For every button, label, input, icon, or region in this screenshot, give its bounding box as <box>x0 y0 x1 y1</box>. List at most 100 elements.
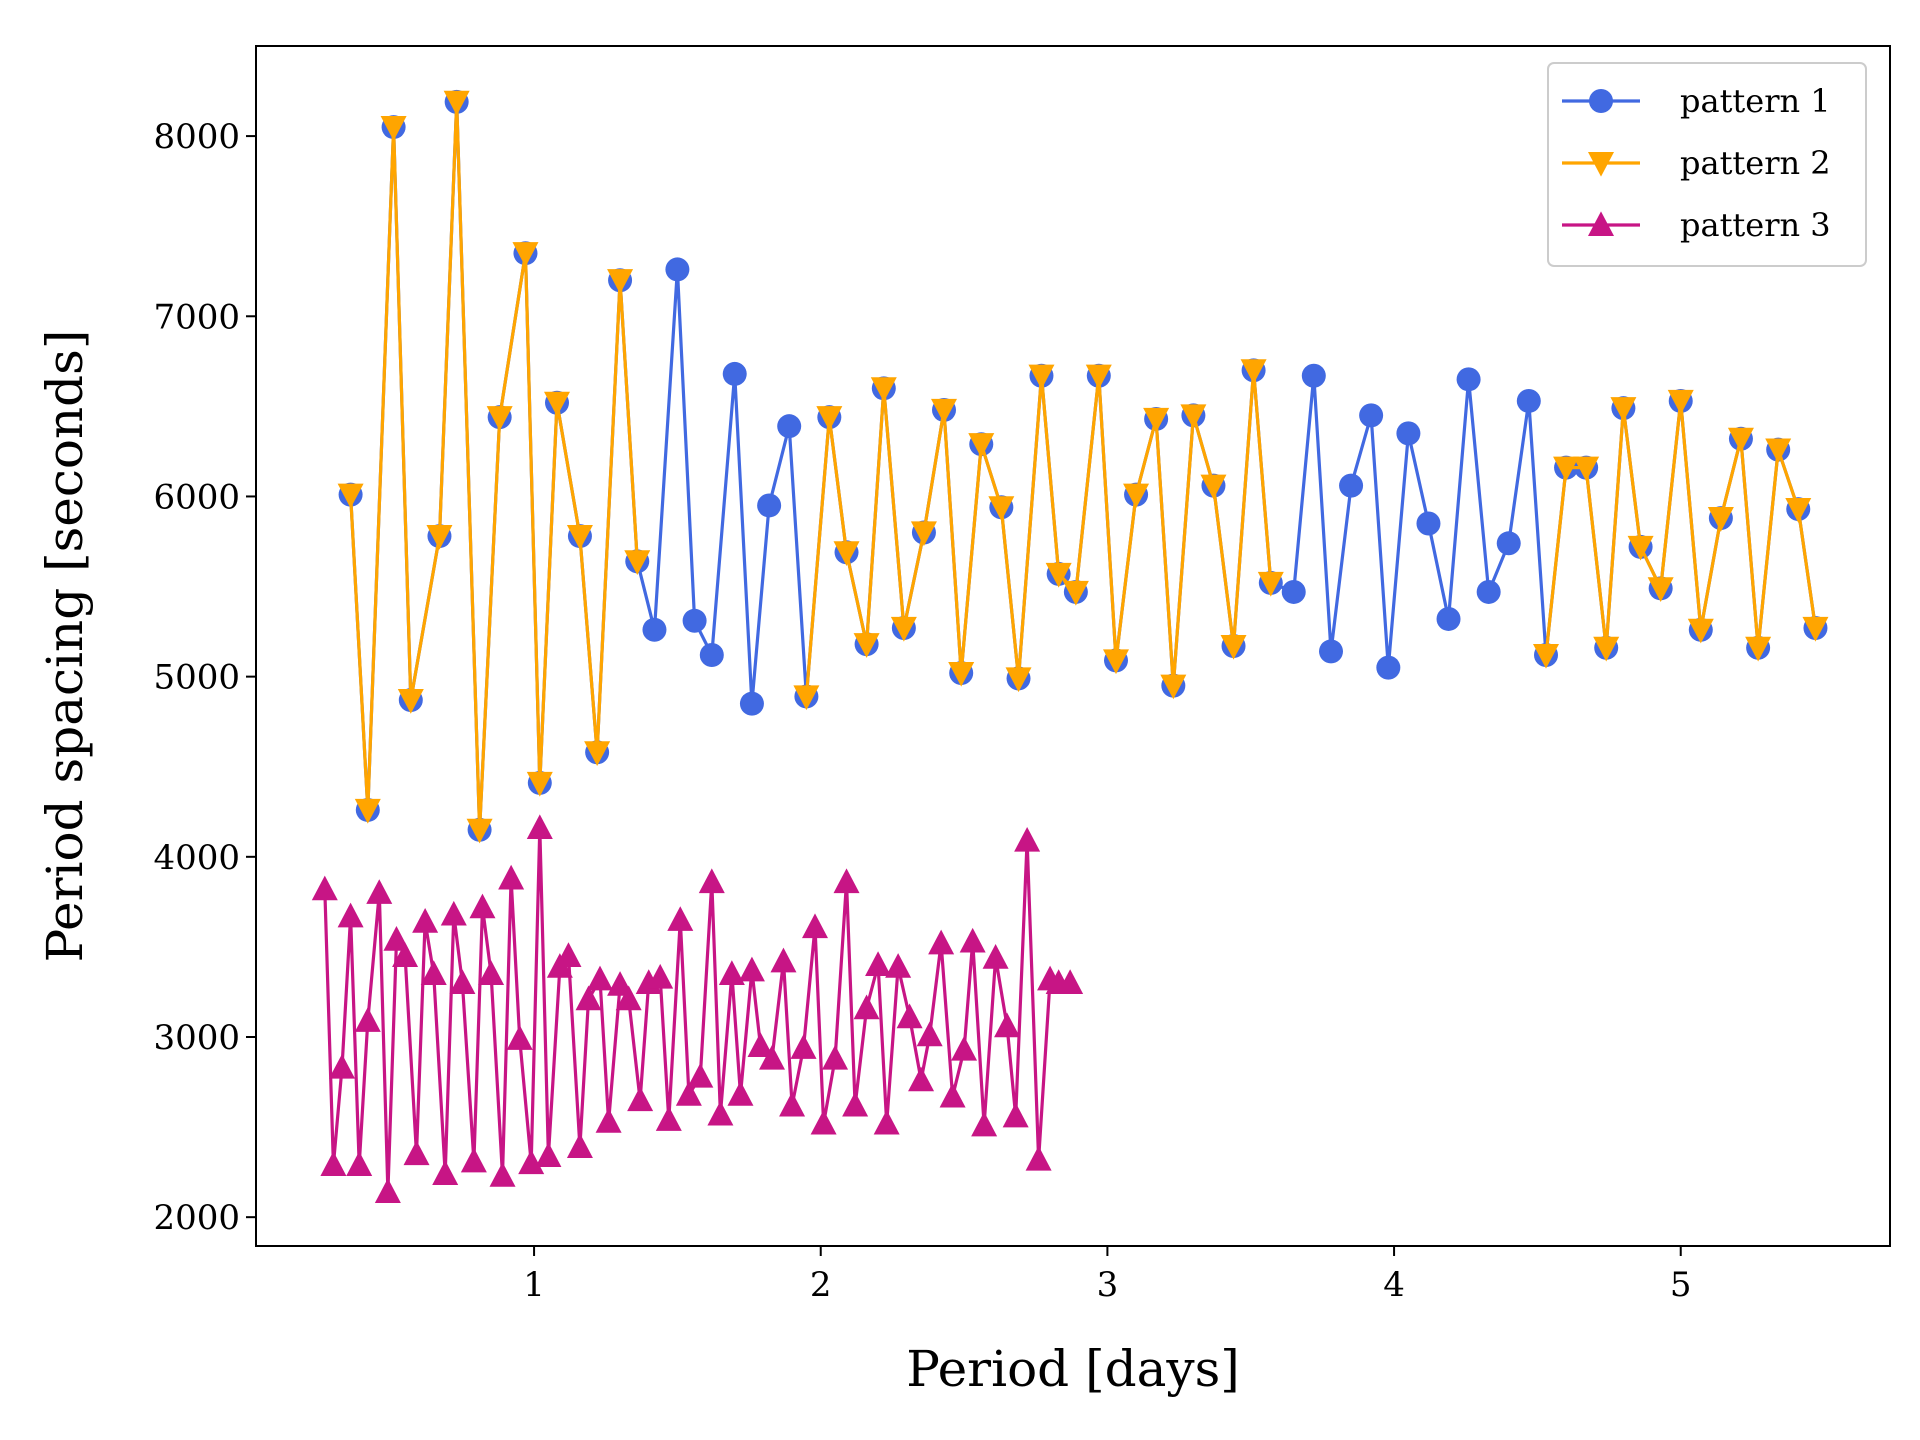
data-point <box>1319 639 1343 664</box>
data-point <box>1436 606 1461 631</box>
data-point <box>1085 364 1112 390</box>
data-point <box>1025 1145 1052 1171</box>
data-point <box>667 906 694 931</box>
data-point <box>1376 655 1401 680</box>
data-point <box>506 1025 533 1050</box>
data-point <box>908 1066 935 1092</box>
data-point <box>777 414 802 439</box>
data-point <box>865 951 892 976</box>
data-point <box>478 960 505 985</box>
data-point <box>1028 364 1055 390</box>
data-point <box>722 361 747 386</box>
data-point <box>1180 404 1207 430</box>
data-point <box>320 1151 347 1176</box>
data-point <box>526 771 553 797</box>
data-point <box>1802 616 1829 642</box>
data-point <box>885 953 912 978</box>
data-point <box>816 406 843 431</box>
y-tick-label: 7000 <box>153 297 240 337</box>
data-point <box>853 633 880 658</box>
data-point <box>928 929 955 955</box>
data-point <box>1143 407 1170 433</box>
data-point <box>1456 367 1481 392</box>
legend-box <box>1547 62 1867 267</box>
data-point <box>1687 618 1714 644</box>
data-point <box>397 689 424 714</box>
data-point <box>1667 389 1694 415</box>
data-point <box>793 685 820 711</box>
data-point <box>440 900 467 926</box>
legend-item: pattern 1 <box>1562 82 1831 120</box>
data-point <box>1727 427 1754 453</box>
data-point <box>607 269 634 294</box>
data-point <box>403 1140 430 1166</box>
data-point <box>747 1032 774 1058</box>
data-point <box>833 868 860 894</box>
y-tick-label: 2000 <box>153 1198 240 1238</box>
data-point <box>595 1108 622 1133</box>
data-point <box>489 1162 516 1187</box>
data-point <box>802 913 828 939</box>
legend-label: pattern 2 <box>1680 144 1831 182</box>
legend: pattern 1 pattern 2 pattern 3 <box>1547 62 1867 267</box>
data-point <box>354 1007 381 1032</box>
data-point <box>971 1111 998 1137</box>
x-tick-label: 5 <box>1670 1265 1692 1305</box>
data-point <box>526 814 553 840</box>
data-point <box>779 1091 806 1117</box>
data-point <box>1593 636 1620 662</box>
data-point <box>910 521 937 547</box>
data-point <box>939 1082 966 1108</box>
x-tick-label: 1 <box>523 1265 545 1305</box>
data-point <box>1057 969 1084 994</box>
data-point <box>346 1151 373 1176</box>
data-point <box>380 116 407 141</box>
data-point <box>1062 580 1089 606</box>
data-point <box>988 496 1015 521</box>
data-point <box>535 1142 562 1167</box>
data-point <box>810 1109 837 1135</box>
y-axis-label: Period spacing [seconds] <box>36 330 94 963</box>
data-point <box>1200 474 1227 500</box>
legend-marker <box>1589 89 1613 113</box>
data-point <box>354 798 381 824</box>
data-point <box>833 541 860 566</box>
data-point <box>842 1091 869 1117</box>
data-point <box>1647 577 1674 602</box>
y-axis: 2000 3000 4000 5000 6000 7000 8000 <box>153 117 256 1238</box>
data-point <box>770 947 797 973</box>
data-point <box>1005 667 1032 693</box>
data-point <box>727 1080 754 1106</box>
legend-marker <box>1588 211 1614 237</box>
data-point <box>1496 531 1521 556</box>
data-point <box>968 433 995 458</box>
data-point <box>337 483 364 509</box>
data-point <box>311 875 338 901</box>
data-point <box>951 1035 978 1061</box>
data-point <box>512 242 539 267</box>
data-point <box>1014 826 1041 852</box>
data-point <box>1476 579 1501 604</box>
data-point <box>1220 634 1247 660</box>
data-point <box>1610 397 1637 422</box>
data-point <box>1533 643 1559 669</box>
data-point <box>665 257 690 282</box>
y-tick-label: 3000 <box>153 1018 240 1058</box>
data-point <box>1627 535 1654 561</box>
data-point <box>699 643 724 668</box>
legend-marker <box>1588 151 1614 177</box>
legend-item: pattern 3 <box>1562 206 1831 244</box>
x-tick-label: 4 <box>1383 1265 1405 1305</box>
data-point <box>1416 511 1441 536</box>
data-point <box>383 926 410 951</box>
data-point <box>624 550 651 575</box>
data-point <box>1339 473 1364 498</box>
data-point <box>566 525 593 550</box>
data-point <box>675 1080 702 1106</box>
data-point <box>1359 403 1384 428</box>
data-point <box>890 616 917 642</box>
series-line <box>323 826 1071 1194</box>
data-point <box>329 1053 355 1079</box>
data-point <box>959 927 986 953</box>
